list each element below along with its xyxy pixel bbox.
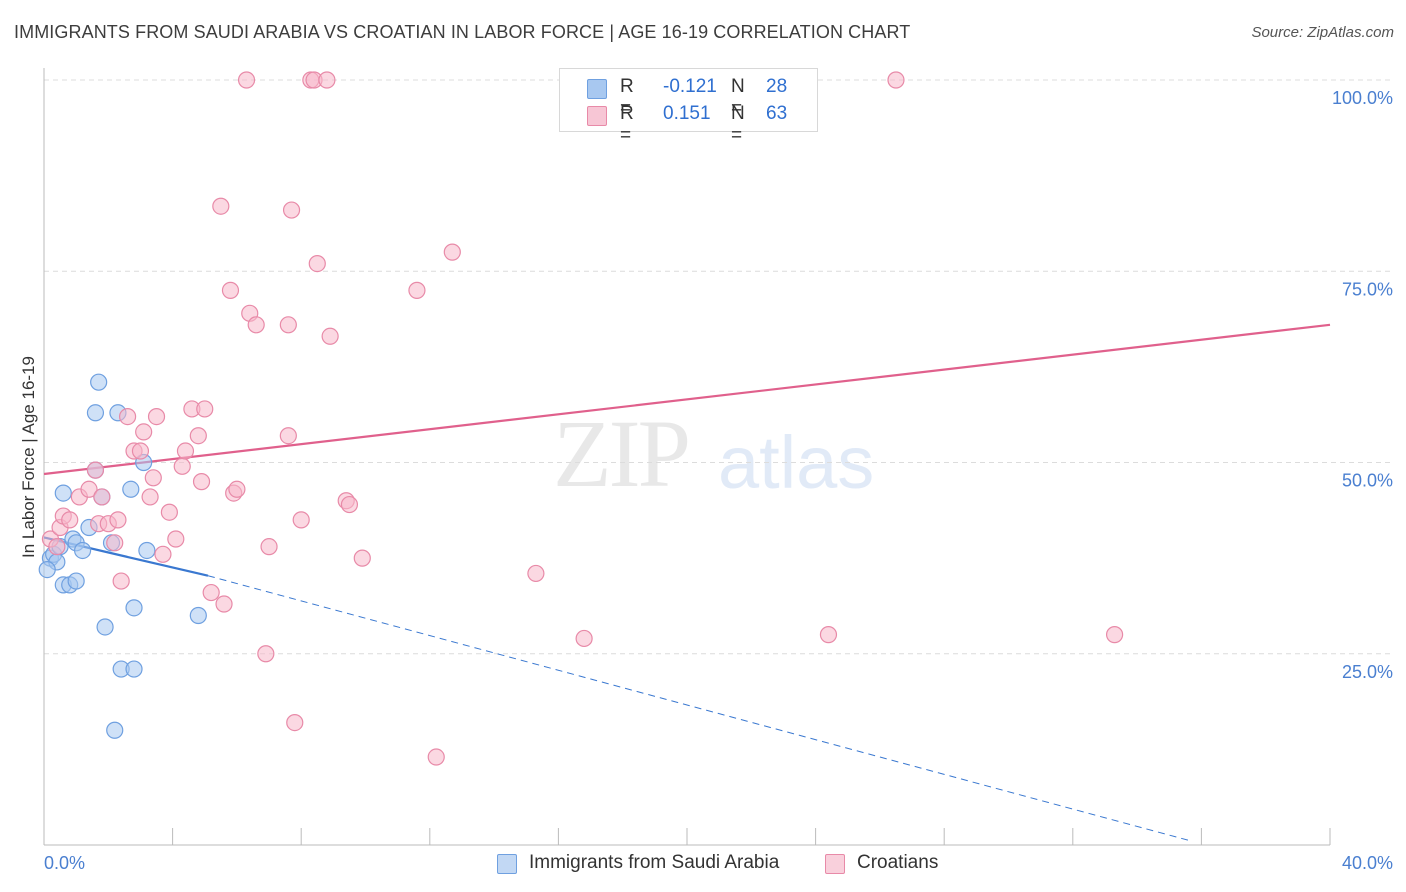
croatian-point xyxy=(237,71,256,89)
correlation-legend: R = -0.121 N = 28 R = 0.151 N = 63 xyxy=(559,68,818,146)
croatian-point xyxy=(292,511,310,529)
croatian-point xyxy=(189,427,207,445)
y-tick-label: 100.0% xyxy=(1332,88,1393,108)
croatian-point xyxy=(887,71,905,89)
croatian-point xyxy=(247,316,265,334)
series-swatch-saudi xyxy=(497,854,517,874)
croatian-point xyxy=(86,461,105,479)
croatian-point xyxy=(48,538,66,556)
y-tick-label: 50.0% xyxy=(1342,471,1393,491)
saudi-point xyxy=(125,599,143,617)
croatian-point xyxy=(260,538,278,556)
croatian-point xyxy=(408,281,426,299)
saudi-point xyxy=(54,484,72,502)
croatian-point xyxy=(144,469,162,487)
croatian-point xyxy=(192,473,211,491)
saudi-point xyxy=(138,541,156,560)
croatian-point xyxy=(286,713,304,732)
croatian-trend-line xyxy=(43,323,1331,476)
y-tick-label: 75.0% xyxy=(1342,279,1393,299)
series-legend: Immigrants from Saudi Arabia Croatians xyxy=(0,852,1406,878)
legend-swatch-croatians xyxy=(587,106,607,126)
croatian-point xyxy=(321,327,339,345)
legend-n-label: N = xyxy=(731,103,745,146)
croatian-point xyxy=(228,480,246,498)
croatian-point xyxy=(279,427,297,445)
watermark-zip: ZIP xyxy=(553,400,691,507)
legend-r-label: R = xyxy=(620,103,634,146)
croatian-point xyxy=(131,442,150,460)
series-label-croatians: Croatians xyxy=(857,852,939,873)
croatian-point xyxy=(196,400,214,418)
croatian-point xyxy=(167,530,185,548)
saudi-point xyxy=(90,373,108,391)
chart-title: IMMIGRANTS FROM SAUDI ARABIA VS CROATIAN… xyxy=(14,22,911,42)
saudi-point xyxy=(189,606,207,625)
croatian-point xyxy=(221,281,240,299)
croatian-point xyxy=(176,442,195,460)
croatian-point xyxy=(279,316,297,334)
croatian-point xyxy=(282,201,301,219)
saudi-trend-extension xyxy=(207,575,1192,842)
legend-n-label: N = xyxy=(731,76,745,119)
saudi-point xyxy=(38,560,56,579)
croatian-point xyxy=(202,583,220,602)
saudi-point xyxy=(67,572,85,590)
croatian-point xyxy=(160,503,178,521)
croatian-point xyxy=(353,549,371,567)
grid-layer xyxy=(44,79,1392,655)
y-axis-label: In Labor Force | Age 16-19 xyxy=(19,356,38,558)
series-label-saudi: Immigrants from Saudi Arabia xyxy=(529,852,780,873)
croatian-point xyxy=(257,645,275,663)
legend-n-value-croatians: 63 xyxy=(766,103,788,124)
croatian-point xyxy=(80,480,98,498)
series-swatch-croatians xyxy=(825,854,845,874)
saudi-point xyxy=(125,660,143,678)
x-tick-label: 0.0% xyxy=(44,853,85,873)
croatian-point xyxy=(308,255,326,273)
y-tick-label: 25.0% xyxy=(1342,662,1393,682)
points-layer xyxy=(38,71,1124,766)
croatian-point xyxy=(527,564,545,583)
croatian-point xyxy=(575,629,593,648)
trend-layer xyxy=(43,323,1331,842)
tick-layer: 25.0% 50.0% 75.0% 100.0% 0.0% 40.0% xyxy=(44,88,1393,873)
legend-swatch-saudi xyxy=(587,79,607,99)
croatian-point xyxy=(147,408,166,426)
legend-r-label: R = xyxy=(620,76,634,119)
croatian-point xyxy=(93,488,111,506)
croatian-point xyxy=(318,71,336,89)
croatian-point xyxy=(173,457,191,475)
croatian-point xyxy=(154,545,172,563)
croatian-point xyxy=(61,511,79,529)
legend-r-value-croatians: 0.151 xyxy=(663,103,711,124)
axis-layer xyxy=(43,68,1331,846)
legend-n-value-saudi: 28 xyxy=(766,76,788,97)
croatian-point xyxy=(215,595,233,613)
saudi-point xyxy=(106,721,124,739)
saudi-point xyxy=(73,541,92,560)
saudi-point xyxy=(122,480,140,498)
chart-source: Source: ZipAtlas.com xyxy=(1251,24,1394,41)
x-tick-label: 40.0% xyxy=(1342,853,1393,873)
croatian-point xyxy=(109,511,127,529)
croatian-point xyxy=(819,626,838,644)
saudi-point xyxy=(96,618,114,636)
saudi-point xyxy=(86,404,105,422)
croatian-point xyxy=(106,534,124,552)
croatian-point xyxy=(118,408,137,426)
croatian-point xyxy=(112,572,130,590)
croatian-point xyxy=(141,488,159,506)
croatian-point xyxy=(212,197,230,215)
croatian-point xyxy=(135,423,153,441)
croatian-point xyxy=(1105,626,1124,644)
croatian-point xyxy=(443,243,461,261)
croatian-point xyxy=(340,495,359,514)
croatian-point xyxy=(427,748,445,766)
legend-r-value-saudi: -0.121 xyxy=(663,76,717,97)
